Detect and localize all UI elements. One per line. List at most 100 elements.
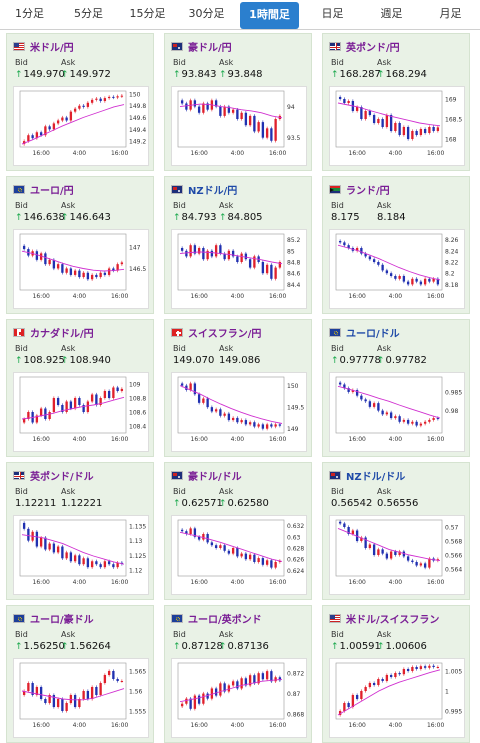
candle-body <box>65 703 68 711</box>
rate-card[interactable]: 豪ドル/円 Bid Ask ↑93.843 ↑93.848 94 93.5 16:00 4:00… <box>164 33 312 171</box>
pair-name-link[interactable]: ユーロ/ドル <box>346 328 400 340</box>
bid-value: 1.00591 <box>339 641 381 652</box>
bid-price: ↑93.843 <box>173 69 217 80</box>
tab-timeframe-4[interactable]: 1時間足 <box>240 2 299 29</box>
rate-card[interactable]: ランド/円 Bid Ask 8.175 8.184 8.26 8.24 8.22 8.2 8.18… <box>322 176 470 314</box>
up-arrow-icon: ↑ <box>61 642 69 652</box>
candle-body <box>219 106 222 116</box>
y-tick-label: 108.6 <box>129 410 146 417</box>
candlestick-chart[interactable]: 147 146.5 16:00 4:00 16:00 <box>13 229 149 309</box>
tab-timeframe-2[interactable]: 15分足 <box>129 7 166 20</box>
tab-timeframe-0[interactable]: 1分足 <box>15 7 44 20</box>
candlestick-chart[interactable]: 1.565 1.56 1.555 16:00 4:00 16:00 <box>13 658 149 738</box>
pair-name-link[interactable]: NZドル/円 <box>188 185 238 197</box>
tab-timeframe-5[interactable]: 日足 <box>321 7 344 20</box>
rate-card[interactable]: NZドル/ドル Bid Ask 0.56542 0.56556 0.57 0.568 0.56… <box>322 462 470 600</box>
up-arrow-icon: ↑ <box>15 213 23 223</box>
candle-body <box>103 561 107 568</box>
pair-name-link[interactable]: ランド/円 <box>346 185 390 197</box>
tab-timeframe-1[interactable]: 5分足 <box>74 7 103 20</box>
y-tick-label: 0.57 <box>445 525 459 532</box>
candlestick-chart[interactable]: 8.26 8.24 8.22 8.2 8.18 16:00 4:00 16:00 <box>329 229 465 309</box>
ask-price: ↑0.87136 <box>219 641 269 652</box>
rate-card[interactable]: 豪ドル/ドル Bid Ask ↑0.62571 ↑0.62580 0.632 0.63 0.6… <box>164 462 312 600</box>
candlestick-chart[interactable]: 150 149.5 149 16:00 4:00 16:00 <box>171 372 307 452</box>
y-tick-label: 0.632 <box>287 523 304 530</box>
candle-body <box>278 262 282 268</box>
candle-body <box>261 122 265 138</box>
up-arrow-icon: ↑ <box>15 356 23 366</box>
candle-body <box>214 688 218 696</box>
y-tick-label: 8.2 <box>445 271 455 278</box>
candle-body <box>180 703 184 707</box>
candlestick-chart[interactable]: 150 149.8 149.6 149.4 149.2 16:00 4:00 16:00 <box>13 86 149 166</box>
candle-body <box>261 558 265 565</box>
rate-card[interactable]: NZドル/円 Bid Ask ↑84.793 ↑84.805 85.2 85 84.8 84.6… <box>164 176 312 314</box>
tab-timeframe-3[interactable]: 30分足 <box>188 7 225 20</box>
candle-body <box>415 562 418 566</box>
rate-card[interactable]: ユーロ/円 Bid Ask ↑146.638 ↑146.643 147 146.5 16:00… <box>6 176 154 314</box>
candlestick-chart[interactable]: 0.632 0.63 0.628 0.626 0.624 16:00 4:00 16:00 <box>171 515 307 595</box>
candle-body <box>52 123 56 130</box>
rate-card[interactable]: 米ドル/スイスフラン Bid Ask ↑1.00591 ↑1.00606 1.005 1 0.… <box>322 605 470 743</box>
up-arrow-icon: ↑ <box>61 213 69 223</box>
candlestick-chart[interactable]: 85.2 85 84.8 84.6 84.4 16:00 4:00 16:00 <box>171 229 307 309</box>
rate-card[interactable]: 英ポンド/ドル Bid Ask 1.12211 1.12221 1.135 1.13 1.12… <box>6 462 154 600</box>
pair-name-link[interactable]: 英ポンド/円 <box>346 42 400 54</box>
y-tick-label: 109 <box>129 382 141 389</box>
y-tick-label: 8.26 <box>445 237 459 244</box>
candle-body <box>236 681 239 689</box>
tab-timeframe-6[interactable]: 週足 <box>380 7 403 20</box>
pair-name-link[interactable]: 豪ドル/円 <box>188 42 232 54</box>
rate-card[interactable]: ユーロ/ドル Bid Ask ↑0.97778 ↑0.97782 0.985 0.98 16:… <box>322 319 470 457</box>
rate-card[interactable]: ユーロ/豪ドル Bid Ask ↑1.56250 ↑1.56264 1.565 1.56 1.… <box>6 605 154 743</box>
candle-body <box>227 550 231 554</box>
candlestick-chart[interactable]: 169 168.5 168 16:00 4:00 16:00 <box>329 86 465 166</box>
candlestick-chart[interactable]: 109 108.8 108.6 108.4 16:00 4:00 16:00 <box>13 372 149 452</box>
rate-card[interactable]: カナダドル/円 Bid Ask ↑108.925 ↑108.940 109 108.8 108… <box>6 319 154 457</box>
pair-name-link[interactable]: 米ドル/スイスフラン <box>346 614 440 626</box>
x-tick-label: 4:00 <box>73 293 87 300</box>
candle-body <box>274 424 277 427</box>
y-tick-label: 1.005 <box>445 669 462 676</box>
pair-name-link[interactable]: ユーロ/英ポンド <box>188 614 262 626</box>
up-arrow-icon: ↑ <box>219 213 227 223</box>
candle-body <box>206 398 209 408</box>
candle-body <box>22 691 26 695</box>
pair-name-link[interactable]: スイスフラン/円 <box>188 328 262 340</box>
candle-body <box>368 256 372 260</box>
x-tick-label: 16:00 <box>269 150 286 157</box>
candle-body <box>90 394 94 402</box>
card-header: 豪ドル/円 <box>171 39 232 54</box>
pair-name-link[interactable]: 米ドル/円 <box>30 42 74 54</box>
candle-body <box>265 424 269 429</box>
pair-name-link[interactable]: 英ポンド/ドル <box>30 471 94 483</box>
rate-card[interactable]: 英ポンド/円 Bid Ask ↑168.287 ↑168.294 169 168.5 168 1… <box>322 33 470 171</box>
candlestick-chart[interactable]: 0.872 0.87 0.868 16:00 4:00 16:00 <box>171 658 307 738</box>
rate-card[interactable]: ユーロ/英ポンド Bid Ask ↑0.87128 ↑0.87136 0.872 0.87 0… <box>164 605 312 743</box>
candle-body <box>210 542 214 546</box>
bid-label: Bid <box>173 201 186 210</box>
pair-name-link[interactable]: 豪ドル/ドル <box>188 471 242 483</box>
candle-body <box>44 537 47 550</box>
candle-body <box>347 245 350 248</box>
rate-card[interactable]: スイスフラン/円 Bid Ask 149.070 149.086 150 149.5 149 1… <box>164 319 312 457</box>
candlestick-chart[interactable]: 0.57 0.568 0.566 0.564 16:00 4:00 16:00 <box>329 515 465 595</box>
tab-timeframe-7[interactable]: 月足 <box>439 7 462 20</box>
candlestick-chart[interactable]: 1.005 1 0.995 16:00 4:00 16:00 <box>329 658 465 738</box>
card-header: 英ポンド/円 <box>329 39 400 54</box>
candle-body <box>415 278 418 282</box>
pair-name-link[interactable]: ユーロ/円 <box>30 185 74 197</box>
pair-name-link[interactable]: ユーロ/豪ドル <box>30 614 94 626</box>
pair-name-link[interactable]: NZドル/ドル <box>346 471 406 483</box>
rate-card[interactable]: 米ドル/円 Bid Ask ↑149.970 ↑149.972 150 149.8 149.6… <box>6 33 154 171</box>
candle-body <box>244 420 248 425</box>
candlestick-chart[interactable]: 1.135 1.13 1.125 1.12 16:00 4:00 16:00 <box>13 515 149 595</box>
pair-name-link[interactable]: カナダドル/円 <box>30 328 94 340</box>
y-tick-label: 1.135 <box>129 523 146 530</box>
candlestick-chart[interactable]: 94 93.5 16:00 4:00 16:00 <box>171 86 307 166</box>
up-arrow-icon: ↑ <box>15 642 23 652</box>
candlestick-chart[interactable]: 0.985 0.98 16:00 4:00 16:00 <box>329 372 465 452</box>
x-tick-label: 16:00 <box>349 579 366 586</box>
